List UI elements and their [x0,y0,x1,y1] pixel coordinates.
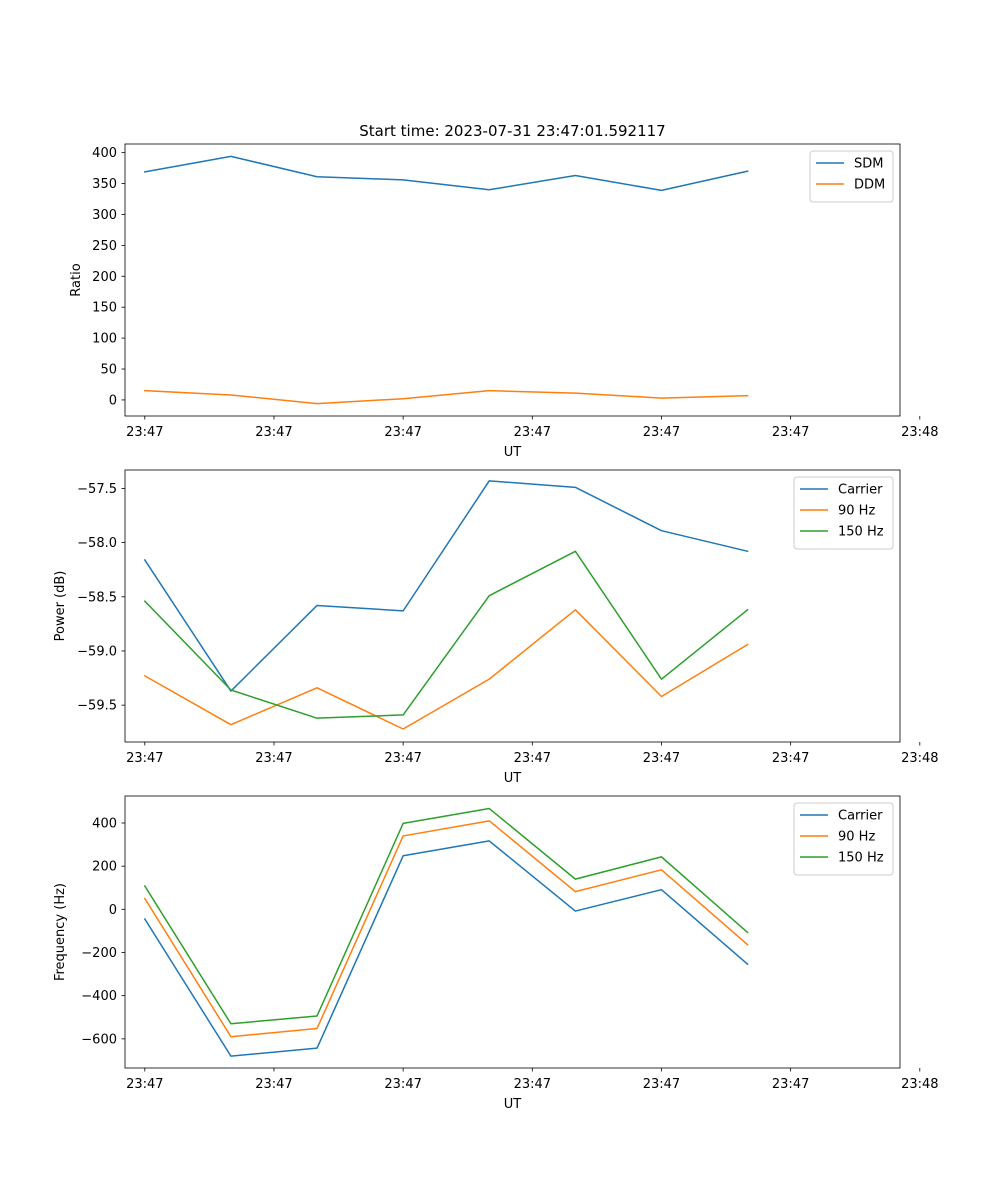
x-tick-label: 23:47 [384,1077,421,1092]
y-tick-label: 200 [92,860,117,875]
x-tick-label: 23:47 [384,425,421,440]
y-tick-label: −58.0 [77,536,117,551]
series-line-ddm [144,389,749,405]
y-tick-label: −59.5 [77,699,117,714]
legend-label: Carrier [838,483,883,498]
y-tick-label: 50 [100,363,117,378]
chart-title: Start time: 2023-07-31 23:47:01.592117 [359,122,665,140]
x-tick-label: 23:48 [901,1077,938,1092]
y-tick-label: −58.5 [77,590,117,605]
x-axis-label: UT [504,1097,522,1112]
y-tick-label: 200 [92,270,117,285]
x-tick-label: 23:48 [901,425,938,440]
axes-frame [124,795,901,1069]
legend-label: 90 Hz [838,830,875,845]
x-tick-label: 23:47 [126,751,163,766]
axes-frame [124,469,901,743]
x-tick-label: 23:48 [901,751,938,766]
legend-label: 90 Hz [838,504,875,519]
x-tick-label: 23:47 [255,1077,292,1092]
series-line-carrier [143,840,749,1057]
y-tick-label: 400 [92,816,117,831]
x-tick-label: 23:47 [255,425,292,440]
legend: Carrier 90 Hz 150 Hz [793,802,894,876]
series-line-90-hz [143,609,749,730]
x-tick-label: 23:47 [255,751,292,766]
y-tick-label: 400 [92,146,117,161]
x-tick-label: 23:47 [514,1077,551,1092]
y-tick-label: −400 [81,989,117,1004]
subplot-3: 23:47 23:47 23:47 23:47 23:47 23:47 23:48 −600 −… [53,795,939,1112]
x-tick-label: 23:47 [384,751,421,766]
legend-label: Carrier [838,809,883,824]
legend-label: SDM [854,157,883,172]
x-tick-label: 23:47 [126,1077,163,1092]
y-tick-label: 150 [92,301,117,316]
x-tick-label: 23:47 [772,425,809,440]
x-tick-label: 23:47 [514,425,551,440]
y-tick-label: 0 [109,393,117,408]
x-tick-label: 23:47 [772,751,809,766]
series-line-carrier [143,480,749,692]
y-tick-label: 250 [92,239,117,254]
y-tick-label: −59.0 [77,644,117,659]
y-tick-label: 300 [92,208,117,223]
y-tick-label: 100 [92,332,117,347]
y-tick-label: −600 [81,1032,117,1047]
x-axis-label: UT [504,445,522,460]
y-tick-label: 350 [92,177,117,192]
x-tick-label: 23:47 [643,1077,680,1092]
y-tick-label: −57.5 [77,482,117,497]
y-axis-label: Power (dB) [53,571,68,642]
x-tick-label: 23:47 [126,425,163,440]
y-axis-label: Ratio [69,263,84,296]
series-line-150-hz [143,550,749,719]
x-tick-label: 23:47 [643,425,680,440]
x-axis-label: UT [504,771,522,786]
subplot-1: 23:47 23:47 23:47 23:47 23:47 23:47 23:48 0 50 10… [69,143,939,460]
series-line-150-hz [143,807,749,1025]
x-tick-label: 23:47 [643,751,680,766]
legend-label: 150 Hz [838,851,884,866]
legend: SDM DDM [809,150,894,203]
subplot-2: 23:47 23:47 23:47 23:47 23:47 23:47 23:48 −57.5… [53,469,939,786]
y-tick-label: 0 [109,903,117,918]
legend-label: DDM [854,178,885,193]
legend-label: 150 Hz [838,525,884,540]
x-tick-label: 23:47 [772,1077,809,1092]
series-line-sdm [143,155,749,192]
x-tick-label: 23:47 [514,751,551,766]
y-tick-label: −200 [81,946,117,961]
legend: Carrier 90 Hz 150 Hz [793,476,894,550]
series-line-90-hz [143,820,749,1038]
y-axis-label: Frequency (Hz) [53,883,68,981]
axes-frame [124,143,901,417]
